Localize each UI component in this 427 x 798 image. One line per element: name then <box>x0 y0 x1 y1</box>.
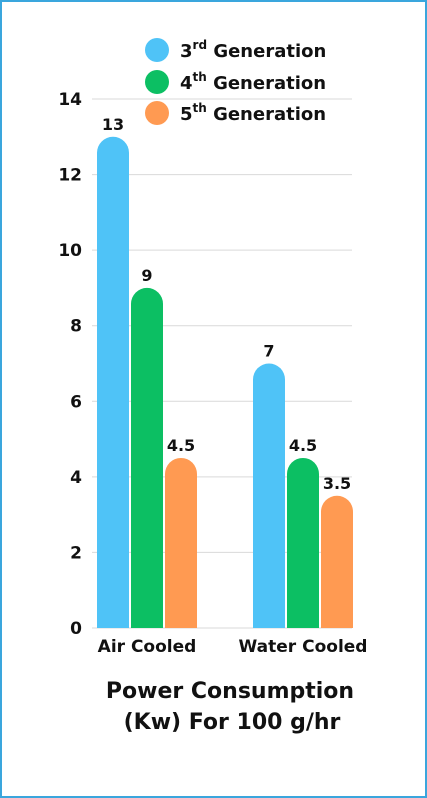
legend-item-5th: 5th Generation <box>145 101 326 125</box>
bar-air-cooled-4gen <box>131 287 163 628</box>
data-label: 7 <box>263 342 274 361</box>
legend-label-4th: 4th Generation <box>180 70 326 94</box>
chart-title-line-1: Power Consumption <box>106 679 354 704</box>
legend-label-5th: 5th Generation <box>180 101 326 125</box>
y-tick-label: 6 <box>70 392 82 412</box>
data-label: 3.5 <box>323 474 351 493</box>
bar-water-cooled-3gen <box>253 363 285 628</box>
data-label: 13 <box>102 115 124 134</box>
data-labels: 13 9 4.5 7 4.5 3.5 <box>102 115 351 493</box>
y-tick-label: 2 <box>70 543 82 563</box>
y-axis-ticks: 0 2 4 6 8 10 12 14 <box>58 90 82 639</box>
legend-swatch-3rd <box>145 38 169 62</box>
legend-item-4th: 4th Generation <box>145 70 326 94</box>
bar-air-cooled-3gen <box>97 136 129 629</box>
legend-swatch-5th <box>145 101 169 125</box>
bar-water-cooled-4gen <box>287 457 319 628</box>
y-tick-label: 0 <box>70 619 82 639</box>
legend-item-3rd: 3rd Generation <box>145 38 326 62</box>
data-label: 4.5 <box>289 436 317 455</box>
legend-swatch-4th <box>145 70 169 94</box>
x-category-label: Air Cooled <box>98 637 197 657</box>
data-label: 9 <box>141 266 152 285</box>
legend: 3rd Generation 4th Generation 5th Genera… <box>145 38 326 125</box>
x-category-label: Water Cooled <box>239 637 368 657</box>
y-tick-label: 14 <box>58 90 82 110</box>
bars <box>97 136 353 629</box>
y-tick-label: 8 <box>70 317 82 337</box>
y-tick-label: 10 <box>58 241 82 261</box>
chart-title-line-2: (Kw) For 100 g/hr <box>124 710 341 735</box>
y-tick-label: 4 <box>70 468 82 488</box>
x-axis-categories: Air Cooled Water Cooled <box>98 637 368 657</box>
bar-air-cooled-5gen <box>165 457 197 628</box>
y-tick-label: 12 <box>58 166 82 186</box>
data-label: 4.5 <box>167 436 195 455</box>
legend-label-3rd: 3rd Generation <box>180 38 326 62</box>
bar-water-cooled-5gen <box>321 495 353 628</box>
